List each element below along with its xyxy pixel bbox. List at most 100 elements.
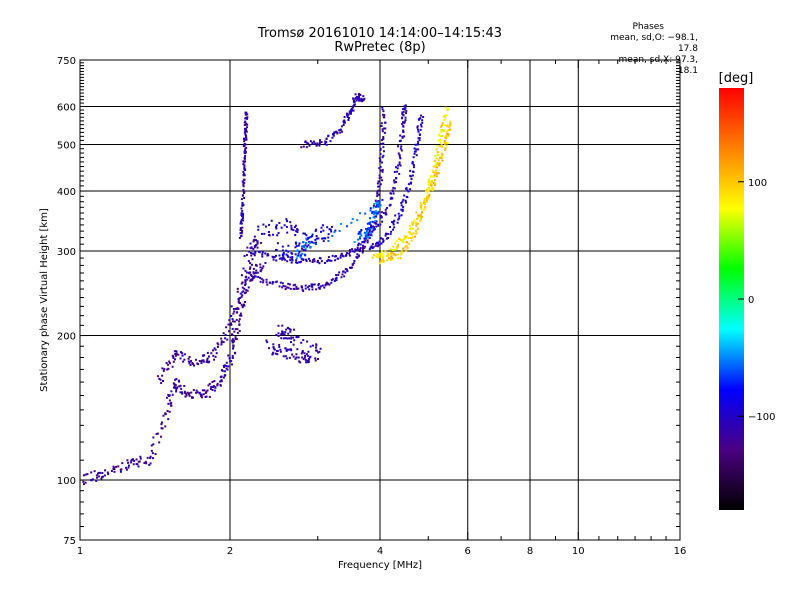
data-point: [244, 300, 247, 303]
data-point: [260, 277, 263, 280]
data-point: [402, 125, 405, 128]
data-point: [298, 251, 301, 254]
data-point: [261, 251, 264, 254]
data-point: [249, 271, 252, 274]
data-point: [366, 222, 369, 225]
data-point: [243, 166, 246, 169]
data-point: [411, 174, 414, 177]
data-point: [248, 250, 251, 253]
data-point: [285, 253, 288, 256]
data-point: [386, 259, 389, 262]
data-point: [314, 229, 317, 232]
data-point: [243, 131, 246, 134]
data-point: [423, 201, 426, 204]
data-point: [357, 232, 360, 235]
data-point: [379, 159, 382, 162]
data-point: [281, 258, 284, 261]
data-point: [335, 279, 338, 282]
data-point: [300, 146, 303, 149]
data-point: [276, 353, 279, 356]
data-point: [339, 254, 342, 257]
data-point: [379, 147, 382, 150]
data-point: [392, 245, 395, 248]
data-point: [367, 233, 370, 236]
data-point: [381, 179, 384, 182]
data-point: [403, 107, 406, 110]
data-point: [306, 245, 309, 248]
data-point: [440, 141, 443, 144]
data-point: [376, 191, 379, 194]
data-point: [284, 331, 287, 334]
data-point: [426, 194, 429, 197]
data-point: [378, 157, 381, 160]
data-point: [382, 150, 385, 153]
data-point: [438, 162, 441, 165]
data-point: [190, 391, 193, 394]
data-point: [355, 95, 358, 98]
data-point: [388, 248, 391, 251]
data-point: [381, 252, 384, 255]
data-point: [354, 93, 357, 96]
data-point: [287, 255, 290, 258]
data-point: [242, 160, 245, 163]
data-point: [400, 238, 403, 241]
data-point: [243, 150, 246, 153]
y-tick-label: 100: [57, 476, 76, 487]
data-point: [232, 312, 235, 315]
data-point: [185, 394, 188, 397]
data-point: [373, 211, 376, 214]
data-point: [144, 460, 147, 463]
data-point: [275, 249, 278, 252]
data-point: [437, 139, 440, 142]
data-point: [297, 254, 300, 257]
data-point: [315, 237, 318, 240]
data-point: [399, 147, 402, 150]
data-point: [402, 121, 405, 124]
data-point: [254, 271, 257, 274]
data-point: [364, 212, 367, 215]
data-point: [207, 384, 210, 387]
data-point: [428, 188, 431, 191]
data-point: [236, 311, 239, 314]
data-point: [428, 194, 431, 197]
data-point: [284, 347, 287, 350]
data-point: [216, 342, 219, 345]
data-point: [382, 240, 385, 243]
data-point: [188, 361, 191, 364]
data-point: [398, 237, 401, 240]
data-point: [276, 234, 279, 237]
data-point: [407, 231, 410, 234]
data-point: [327, 233, 330, 236]
data-point: [399, 157, 402, 160]
data-point: [228, 357, 231, 360]
data-point: [376, 195, 379, 198]
data-point: [295, 356, 298, 359]
data-point: [380, 250, 383, 253]
data-point: [331, 234, 334, 237]
phase-stats-header: Phases: [632, 22, 664, 32]
data-point: [332, 134, 335, 137]
data-point: [305, 146, 308, 149]
data-point: [389, 233, 392, 236]
data-point: [374, 205, 377, 208]
data-point: [191, 362, 194, 365]
data-point: [175, 352, 178, 355]
data-point: [401, 209, 404, 212]
data-point: [264, 261, 267, 264]
data-point: [447, 133, 450, 136]
x-tick-label: 1: [77, 546, 83, 557]
data-point: [237, 297, 240, 300]
data-point: [391, 249, 394, 252]
data-point: [375, 225, 378, 228]
data-point: [132, 463, 135, 466]
data-point: [106, 471, 109, 474]
data-point: [265, 339, 268, 342]
data-point: [430, 175, 433, 178]
data-point: [167, 367, 170, 370]
data-point: [394, 242, 397, 245]
data-point: [257, 228, 260, 231]
data-point: [424, 206, 427, 209]
data-point: [202, 360, 205, 363]
data-point: [131, 458, 134, 461]
data-point: [287, 332, 290, 335]
